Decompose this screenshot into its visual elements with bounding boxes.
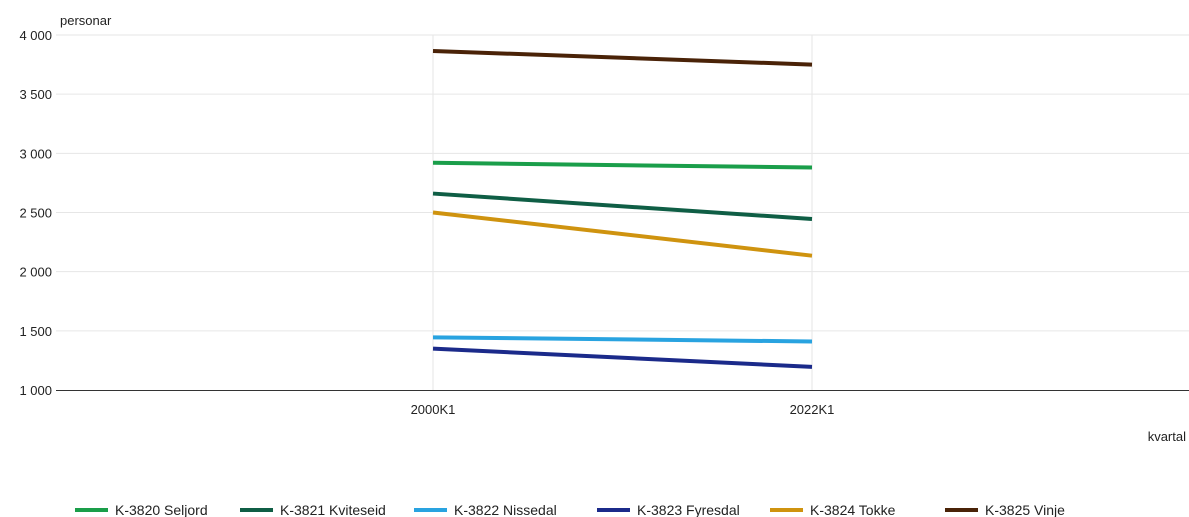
y-tick-label: 2 000 xyxy=(19,265,52,280)
y-tick-label: 3 000 xyxy=(19,146,52,161)
series-line xyxy=(432,48,813,67)
x-axis-title: kvartal xyxy=(1148,429,1186,444)
legend-label: K-3823 Fyresdal xyxy=(637,502,740,517)
legend-label: K-3825 Vinje xyxy=(985,502,1065,517)
y-tick-label: 2 500 xyxy=(19,206,52,221)
grid xyxy=(56,34,1189,390)
x-tick-label: 2022K1 xyxy=(790,402,835,417)
x-tick-label: 2000K1 xyxy=(411,402,456,417)
legend-label: K-3820 Seljord xyxy=(115,502,208,517)
y-tick-label: 4 000 xyxy=(19,28,52,43)
x-axis-ticks: 2000K1 2022K1 xyxy=(411,402,835,417)
series-lines xyxy=(432,48,813,369)
series-line xyxy=(432,335,813,344)
y-tick-label: 1 500 xyxy=(19,324,52,339)
y-tick-label: 1 000 xyxy=(19,383,52,398)
series-line xyxy=(432,346,813,369)
legend-label: K-3821 Kviteseid xyxy=(280,502,386,517)
legend-label: K-3824 Tokke xyxy=(810,502,896,517)
y-axis-title: personar xyxy=(60,13,112,28)
series-line xyxy=(432,160,813,170)
legend-label: K-3822 Nissedal xyxy=(454,502,557,517)
y-axis-ticks: 1 000 1 500 2 000 2 500 3 000 3 500 4 000 xyxy=(19,28,52,398)
y-tick-label: 3 500 xyxy=(19,87,52,102)
series-line xyxy=(432,210,813,258)
series-line xyxy=(432,191,813,222)
legend: K-3820 Seljord K-3821 Kviteseid K-3822 Nis… xyxy=(75,502,1065,517)
